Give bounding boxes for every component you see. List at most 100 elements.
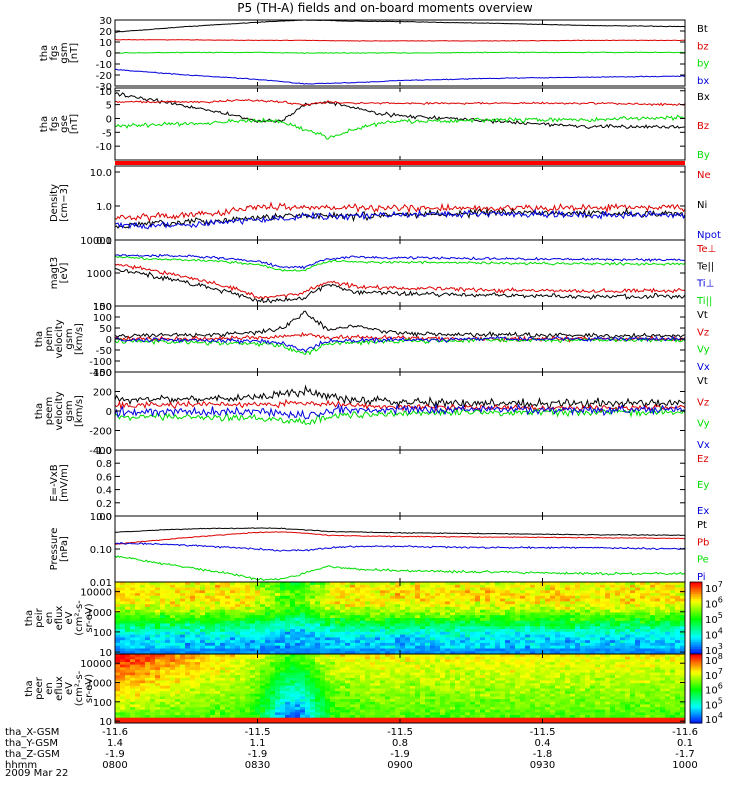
heatmap-cell (270, 707, 276, 711)
heatmap-cell (160, 669, 166, 674)
heatmap-cell (290, 693, 296, 698)
heatmap-cell (620, 582, 626, 586)
heatmap-cell (125, 651, 131, 654)
heatmap-cell (130, 672, 136, 676)
heatmap-cell (220, 675, 226, 679)
heatmap-cell (195, 651, 201, 654)
heatmap-cell (405, 631, 411, 636)
heatmap-cell (185, 582, 191, 586)
heatmap-cell (155, 623, 161, 627)
heatmap-cell (625, 612, 631, 616)
heatmap-cell (265, 693, 271, 698)
heatmap-cell (340, 626, 346, 630)
heatmap-cell (145, 590, 151, 594)
heatmap-cell (280, 618, 286, 622)
heatmap-cell (435, 640, 441, 644)
heatmap-cell (225, 707, 231, 711)
heatmap-cell (185, 623, 191, 627)
heatmap-cell (365, 654, 371, 658)
heatmap-cell (605, 587, 611, 591)
heatmap-cell (220, 712, 226, 716)
heatmap-cell (555, 626, 561, 630)
heatmap-cell (355, 587, 361, 591)
heatmap-cell (175, 620, 181, 625)
heatmap-cell (185, 717, 191, 721)
heatmap-cell (375, 701, 381, 706)
heatmap-cell (295, 620, 301, 625)
heatmap-cell (570, 626, 576, 630)
heatmap-cell (410, 699, 416, 703)
heatmap-cell (225, 720, 231, 723)
heatmap-cell (310, 645, 316, 650)
heatmap-cell (680, 593, 685, 597)
heatmap-cell (140, 626, 146, 630)
heatmap-cell (435, 615, 441, 619)
heatmap-cell (210, 645, 216, 650)
heatmap-cell (440, 629, 446, 633)
heatmap-cell (250, 609, 256, 614)
heatmap-cell (315, 696, 321, 700)
heatmap-cell (115, 675, 121, 679)
heatmap-cell (480, 645, 486, 650)
heatmap-cell (380, 677, 386, 682)
heatmap-cell (345, 615, 351, 619)
heatmap-cell (540, 606, 546, 611)
heatmap-cell (280, 645, 286, 650)
heatmap-cell (290, 717, 296, 721)
heatmap-cell (300, 606, 306, 611)
heatmap-cell (425, 659, 431, 663)
heatmap-cell (170, 623, 176, 627)
heatmap-cell (230, 667, 236, 671)
heatmap-cell (205, 609, 211, 614)
heatmap-cell (260, 629, 266, 633)
heatmap-cell (635, 648, 641, 652)
series-line-vy (115, 336, 685, 356)
y-tick-label: 0 (106, 49, 112, 60)
heatmap-cell (590, 629, 596, 633)
heatmap-cell (220, 691, 226, 695)
heatmap-cell (320, 593, 326, 597)
heatmap-cell (130, 693, 136, 698)
heatmap-cell (130, 615, 136, 619)
heatmap-cell (410, 696, 416, 700)
heatmap-cell (130, 699, 136, 703)
heatmap-cell (495, 606, 501, 611)
heatmap-cell (520, 584, 526, 589)
heatmap-cell (635, 612, 641, 616)
heatmap-cell (365, 715, 371, 719)
heatmap-cell (365, 623, 371, 627)
heatmap-cell (365, 640, 371, 644)
heatmap-cell (405, 629, 411, 633)
heatmap-cell (185, 662, 191, 666)
heatmap-cell (285, 659, 291, 663)
heatmap-cell (180, 680, 186, 684)
heatmap-cell (160, 691, 166, 695)
heatmap-cell (495, 620, 501, 625)
heatmap-cell (315, 612, 321, 616)
heatmap-cell (565, 648, 571, 652)
heatmap-cell (275, 587, 281, 591)
heatmap-cell (205, 645, 211, 650)
heatmap-cell (590, 604, 596, 608)
heatmap-cell (280, 620, 286, 625)
heatmap-cell (405, 685, 411, 690)
heatmap-cell (275, 662, 281, 666)
heatmap-cell (575, 615, 581, 619)
heatmap-cell (335, 672, 341, 676)
heatmap-cell (575, 598, 581, 602)
heatmap-cell (235, 704, 241, 708)
heatmap-cell (175, 590, 181, 594)
heatmap-cell (180, 634, 186, 638)
heatmap-cell (605, 615, 611, 619)
heatmap-cell (160, 685, 166, 690)
heatmap-cell (515, 637, 521, 641)
heatmap-cell (330, 699, 336, 703)
heatmap-cell (330, 590, 336, 594)
heatmap-cell (195, 717, 201, 721)
heatmap-cell (510, 612, 516, 616)
heatmap-cell (170, 707, 176, 711)
heatmap-cell (295, 648, 301, 652)
heatmap-cell (280, 604, 286, 608)
heatmap-cell (150, 680, 156, 684)
